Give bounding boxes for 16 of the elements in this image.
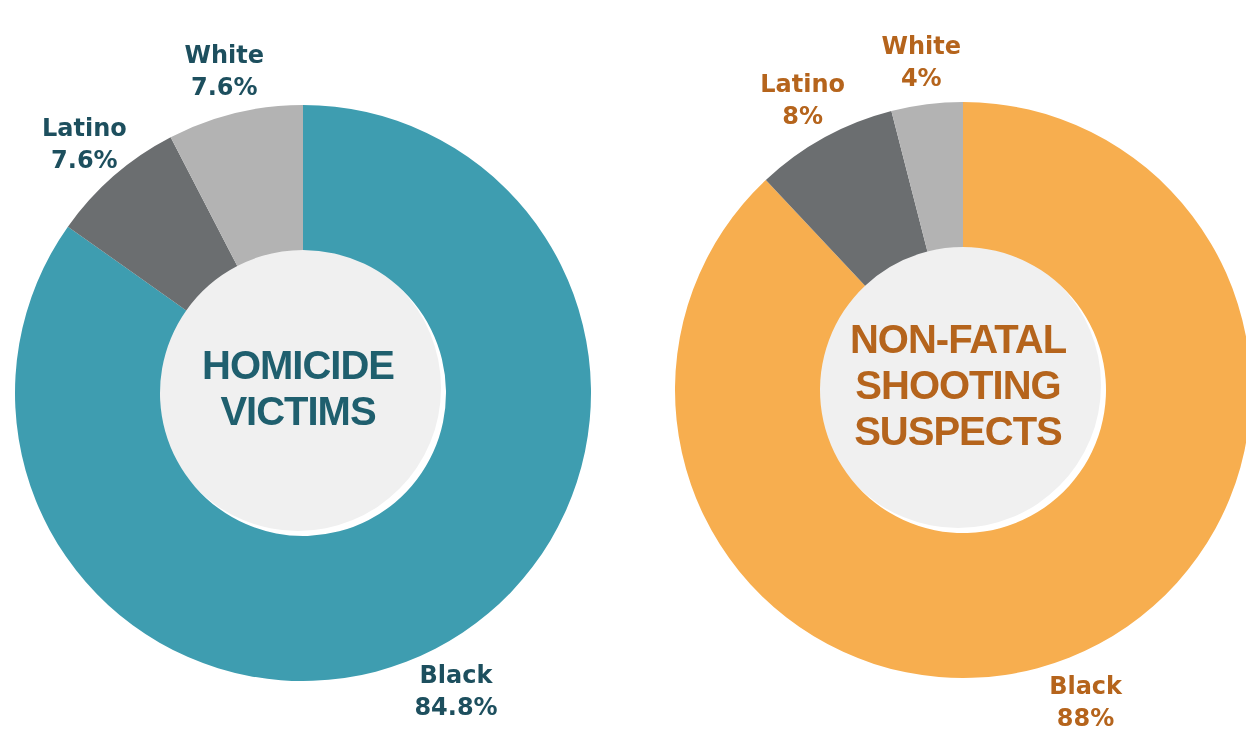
data-label: 84.8% — [414, 692, 498, 721]
slice-label: White — [184, 41, 265, 70]
donut-slice — [15, 105, 591, 681]
data-label: 7.6% — [190, 73, 258, 102]
slice-label: Black — [1049, 671, 1124, 700]
data-label: 8% — [782, 102, 823, 131]
text: HOMICIDE VICTIMS — [201, 342, 395, 435]
data-label: 7.6% — [51, 145, 118, 174]
text: NON-FATAL SHOOTING SUSPECTS — [848, 316, 1068, 455]
slice-label: Latino — [41, 113, 127, 142]
data-label: 4% — [900, 63, 942, 92]
slice-label: Black — [419, 660, 494, 689]
slice-label: White — [881, 31, 962, 60]
donut-slice — [170, 105, 303, 266]
slice-label: Latino — [760, 70, 845, 99]
data-label: 88% — [1056, 703, 1115, 732]
